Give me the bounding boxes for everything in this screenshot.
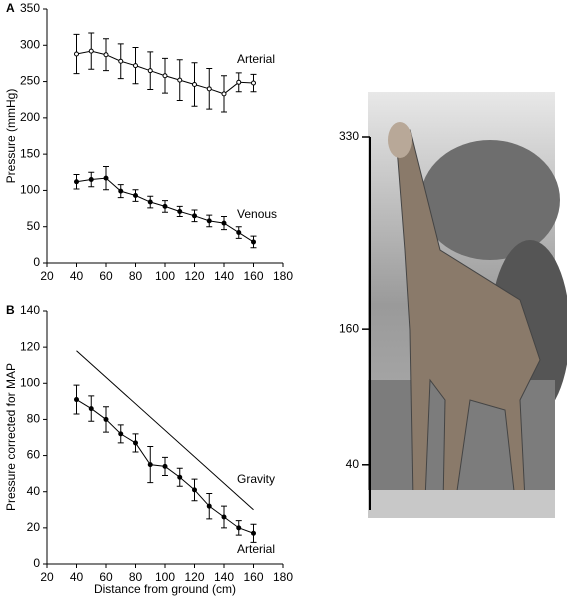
data-point (192, 487, 197, 493)
x-tick-label: 180 (273, 269, 293, 283)
data-point (88, 48, 94, 54)
data-point (251, 530, 256, 536)
data-point (88, 406, 94, 412)
x-tick-label: 120 (184, 269, 204, 283)
data-point (221, 91, 227, 97)
y-tick-label: 80 (27, 412, 41, 426)
x-tick-label: 140 (214, 570, 234, 584)
panel-label: B (6, 303, 15, 317)
data-point (147, 68, 153, 74)
y-tick-label: 0 (33, 556, 40, 570)
y-tick-label: 100 (20, 183, 40, 197)
scale-tick-label: 330 (339, 129, 359, 143)
data-point (236, 525, 242, 531)
data-point (177, 474, 183, 480)
data-point (88, 177, 94, 183)
data-point (251, 239, 256, 245)
data-point (118, 58, 124, 64)
y-tick-label: 350 (20, 1, 40, 15)
x-tick-label: 160 (243, 269, 263, 283)
x-tick-label: 40 (70, 269, 84, 283)
data-point (118, 431, 124, 437)
y-tick-label: 200 (20, 110, 40, 124)
x-tick-label: 100 (155, 570, 175, 584)
data-point (103, 175, 109, 181)
data-point (133, 63, 138, 69)
series-annotation: Gravity (237, 472, 275, 486)
y-tick-label: 150 (20, 146, 40, 160)
data-point (162, 73, 168, 79)
x-tick-label: 140 (214, 269, 234, 283)
y-tick-label: 100 (20, 375, 40, 389)
x-tick-label: 120 (184, 570, 204, 584)
data-point (74, 51, 79, 57)
data-point (147, 462, 153, 468)
scale-tick-label: 40 (346, 457, 360, 471)
x-tick-label: 80 (129, 570, 143, 584)
giraffe-photo (368, 92, 567, 518)
data-point (177, 77, 183, 83)
data-point (251, 80, 256, 86)
y-axis-label: Pressure (mmHg) (4, 89, 18, 184)
data-point (103, 416, 109, 422)
series-line (76, 350, 254, 511)
scale-tick-label: 160 (339, 321, 359, 335)
series-annotation: Venous (237, 207, 277, 221)
data-point (221, 220, 227, 226)
data-point (118, 188, 124, 194)
data-point (133, 440, 138, 446)
y-tick-label: 0 (33, 255, 40, 269)
data-point (133, 193, 138, 199)
x-tick-label: 60 (99, 269, 113, 283)
y-axis-label: Pressure corrected for MAP (4, 363, 18, 511)
x-tick-label: 40 (70, 570, 84, 584)
data-point (74, 179, 79, 185)
x-tick-label: 160 (243, 570, 263, 584)
data-point (177, 208, 183, 214)
x-tick-label: 180 (273, 570, 293, 584)
data-point (206, 503, 212, 509)
data-point (236, 230, 242, 236)
y-tick-label: 50 (27, 219, 41, 233)
data-point (236, 79, 242, 85)
data-point (147, 199, 153, 205)
y-tick-label: 60 (27, 448, 41, 462)
series-annotation: Arterial (237, 542, 275, 556)
y-tick-label: 300 (20, 37, 40, 51)
x-tick-label: 80 (129, 269, 143, 283)
y-tick-label: 140 (20, 303, 40, 317)
x-tick-label: 20 (40, 269, 54, 283)
data-point (206, 86, 212, 92)
panel-label: A (6, 1, 15, 15)
y-tick-label: 40 (27, 484, 41, 498)
data-point (74, 397, 79, 403)
y-tick-label: 20 (27, 520, 41, 534)
x-tick-label: 60 (99, 570, 113, 584)
y-tick-label: 120 (20, 339, 40, 353)
series-annotation: Arterial (237, 52, 275, 66)
x-tick-label: 100 (155, 269, 175, 283)
data-point (221, 514, 227, 520)
data-point (206, 218, 212, 224)
data-point (103, 52, 109, 58)
x-axis-label: Distance from ground (cm) (94, 582, 236, 596)
data-point (162, 463, 168, 469)
y-tick-label: 250 (20, 74, 40, 88)
x-tick-label: 20 (40, 570, 54, 584)
data-point (192, 213, 197, 219)
data-point (162, 203, 168, 209)
data-point (192, 81, 197, 87)
